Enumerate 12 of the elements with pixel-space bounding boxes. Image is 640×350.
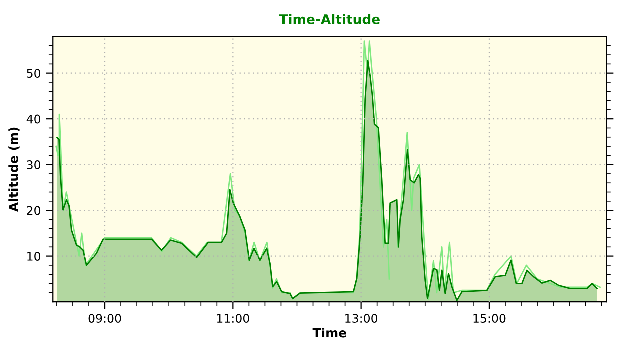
y-tick-label: 30 <box>27 160 41 170</box>
x-tick-label: 11:00 <box>217 314 250 323</box>
y-tick-label: 20 <box>27 206 41 216</box>
x-tick-label: 13:00 <box>346 314 378 323</box>
chart-title: Time-Altitude <box>279 14 380 24</box>
y-axis-title: Altitude (m) <box>8 128 20 212</box>
y-tick-label: 50 <box>27 69 41 78</box>
x-tick-label: 15:00 <box>474 314 506 323</box>
x-axis-title: Time <box>312 328 346 338</box>
x-tick-label: 09:00 <box>88 314 122 323</box>
y-tick-label: 40 <box>26 114 41 124</box>
y-tick-label: 10 <box>28 252 41 261</box>
